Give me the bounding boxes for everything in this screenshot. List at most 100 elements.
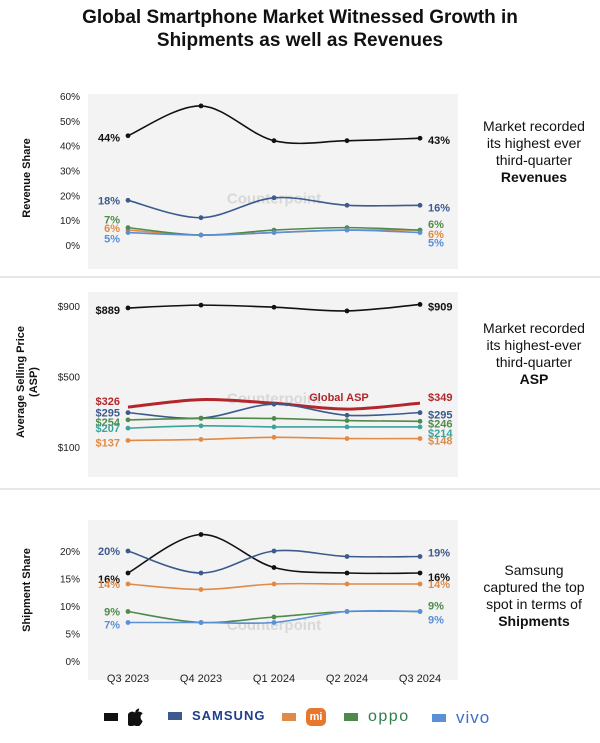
y-tick-label: 20% — [60, 191, 80, 202]
data-point — [417, 302, 423, 307]
data-label-last: $295 — [428, 410, 452, 422]
data-label-first: 44% — [98, 133, 120, 145]
y-tick-label: 30% — [60, 167, 80, 178]
data-point — [198, 620, 204, 625]
data-point — [198, 302, 204, 308]
data-label-first: $137 — [96, 437, 120, 449]
data-label-first: $295 — [96, 408, 120, 420]
data-point — [198, 570, 204, 576]
revenue-note-bold: Revenues — [500, 169, 568, 185]
data-label-first: $254 — [96, 417, 121, 429]
data-point — [344, 227, 350, 233]
data-point — [125, 305, 131, 311]
data-point — [344, 581, 350, 587]
chart-canvas: 0% 10% 20% 30% 40% 50% 60% Revenue Share Counter… — [0, 92, 600, 685]
y-tick-label: $900 — [58, 302, 81, 313]
data-point — [271, 581, 277, 587]
legend-item-samsung: SAMSUNG — [168, 708, 265, 723]
data-point — [344, 554, 350, 559]
data-point — [125, 410, 131, 416]
data-point — [198, 532, 204, 537]
data-point — [125, 620, 131, 625]
data-point — [125, 570, 131, 576]
data-point — [417, 581, 423, 587]
legend-label-oppo: oppo — [368, 708, 410, 725]
data-point — [271, 434, 277, 440]
data-point — [125, 197, 131, 203]
data-point — [271, 195, 277, 201]
data-label-first: 14% — [98, 579, 120, 591]
data-point — [125, 133, 131, 139]
data-label-first: $326 — [96, 396, 120, 408]
data-point — [198, 416, 204, 421]
data-point — [271, 230, 277, 235]
revenue-note: Market recorded its highest ever third-q… — [478, 118, 590, 186]
data-point — [417, 410, 423, 416]
data-point — [271, 620, 277, 625]
data-point — [344, 418, 350, 423]
data-point — [417, 135, 423, 141]
data-point — [271, 416, 277, 421]
legend-label-xiaomi: mi — [309, 711, 323, 723]
data-point — [198, 232, 204, 238]
legend-item-apple — [104, 708, 144, 726]
data-label-first: $207 — [96, 423, 120, 435]
data-point — [271, 565, 277, 570]
y-axis-title: Revenue Share — [21, 138, 33, 217]
plot-background — [88, 520, 458, 680]
shipment-note: Samsung captured the top spot in terms o… — [478, 562, 590, 630]
data-point — [417, 230, 423, 235]
data-point — [125, 609, 131, 614]
data-label-last: 6% — [428, 219, 444, 231]
data-point — [344, 570, 350, 576]
data-point — [344, 308, 350, 314]
chart-title: Global Smartphone Market Witnessed Growt… — [0, 6, 600, 52]
data-label-last: 16% — [428, 202, 450, 214]
data-point — [125, 438, 131, 443]
apple-logo-icon — [128, 708, 143, 726]
data-label-last: $148 — [428, 436, 452, 448]
data-point — [417, 418, 423, 424]
data-point — [198, 437, 204, 442]
data-point — [344, 138, 350, 144]
data-label-last: $349 — [428, 392, 452, 404]
y-axis-title: Shipment Share — [21, 548, 33, 632]
y-tick-label: 5% — [66, 630, 81, 641]
legend-item-oppo: oppo — [344, 708, 410, 726]
y-tick-label: $500 — [58, 373, 81, 384]
data-point — [271, 304, 277, 310]
legend-label-vivo: vivo — [456, 708, 491, 727]
data-point — [417, 424, 423, 430]
y-axis-title: Average Selling Price(ASP) — [15, 326, 40, 438]
data-label-last: $909 — [428, 301, 452, 313]
legend-swatch-vivo — [432, 714, 446, 722]
data-label-first: 7% — [104, 620, 120, 632]
y-tick-label: 50% — [60, 117, 80, 128]
data-point — [344, 424, 350, 430]
legend-label-samsung: SAMSUNG — [192, 708, 266, 723]
y-tick-label: $100 — [58, 443, 81, 454]
data-point — [125, 581, 131, 587]
plot-background — [88, 94, 458, 269]
y-tick-label: 10% — [60, 216, 80, 227]
y-tick-label: 60% — [60, 92, 80, 103]
data-label-first: 9% — [104, 607, 120, 619]
asp-note-text: Market recorded its highest-ever third-q… — [483, 320, 585, 370]
legend-item-xiaomi: mi — [282, 708, 326, 726]
data-point — [344, 202, 350, 208]
data-point — [271, 548, 277, 554]
data-label-first: 18% — [98, 195, 120, 207]
data-point — [417, 436, 423, 441]
data-point — [198, 423, 204, 429]
x-tick-label: Q4 2023 — [180, 673, 222, 685]
y-tick-label: 40% — [60, 142, 80, 153]
data-point — [271, 401, 277, 407]
data-label-first: 7% — [104, 215, 120, 227]
y-tick-label: 20% — [60, 547, 80, 558]
data-point — [417, 609, 423, 614]
legend-swatch-apple — [104, 713, 118, 721]
data-point — [125, 230, 131, 235]
shipment-note-bold: Shipments — [498, 613, 570, 629]
x-tick-label: Q2 2024 — [326, 673, 368, 685]
legend-swatch-samsung — [168, 711, 182, 720]
